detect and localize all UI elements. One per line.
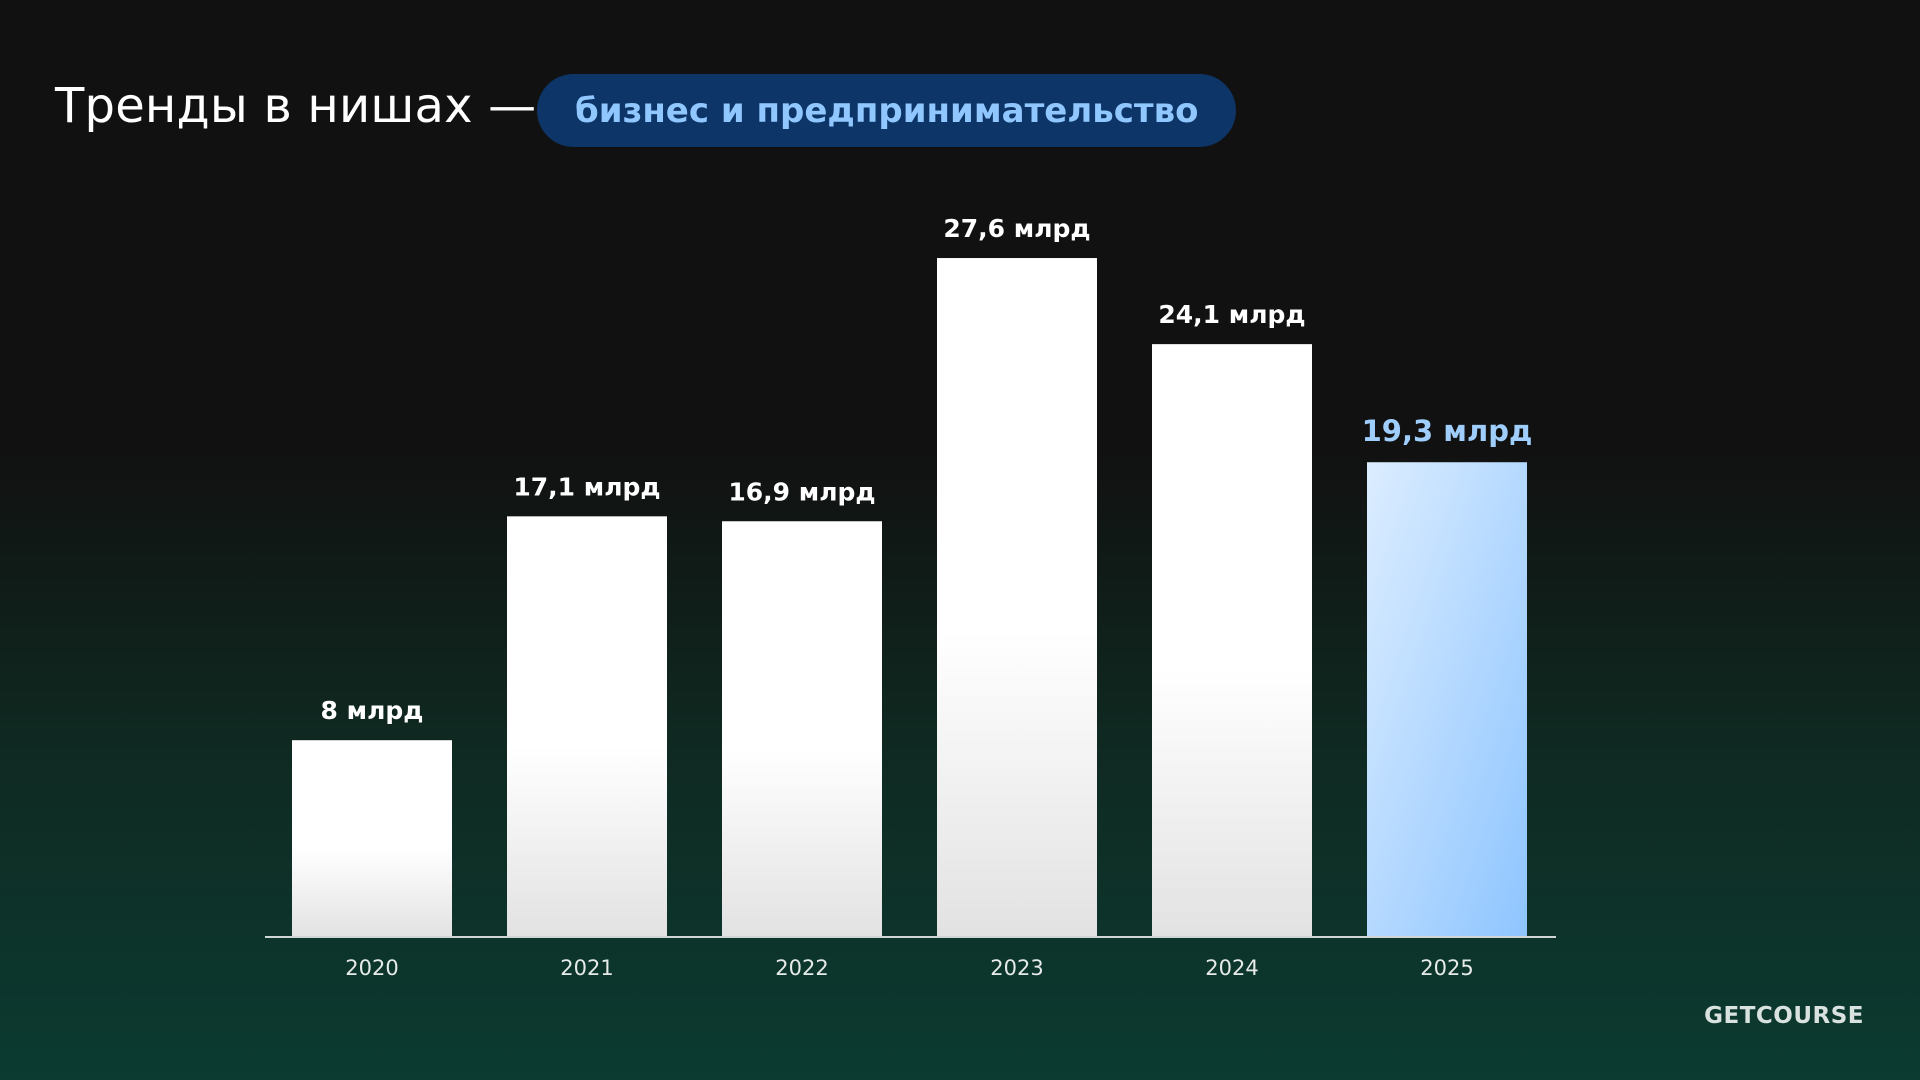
x-tick-label-2025: 2025	[1420, 956, 1473, 980]
niche-tag-label: бизнес и предпринимательство	[575, 90, 1199, 131]
page-title: Тренды в нишах —	[55, 78, 537, 134]
getcourse-logo: GETCOURSE	[1704, 1003, 1864, 1029]
value-label-2021: 17,1 млрд	[513, 472, 660, 501]
bar-2025	[1367, 462, 1527, 937]
bar-2024	[1152, 344, 1312, 937]
bar-2020	[292, 740, 452, 937]
bar-2023	[937, 258, 1097, 937]
x-tick-label-2022: 2022	[775, 956, 828, 980]
x-tick-label-2024: 2024	[1205, 956, 1258, 980]
value-label-2024: 24,1 млрд	[1158, 300, 1305, 329]
x-tick-label-2023: 2023	[990, 956, 1043, 980]
value-label-2025: 19,3 млрд	[1362, 414, 1533, 448]
x-tick-label-2021: 2021	[560, 956, 613, 980]
niche-tag-badge: бизнес и предпринимательство	[537, 74, 1237, 147]
x-tick-label-2020: 2020	[345, 956, 398, 980]
bar-2022	[722, 521, 882, 937]
value-label-2023: 27,6 млрд	[943, 214, 1090, 243]
value-label-2022: 16,9 млрд	[728, 477, 875, 506]
bar-2021	[507, 516, 667, 937]
value-label-2020: 8 млрд	[321, 696, 424, 725]
